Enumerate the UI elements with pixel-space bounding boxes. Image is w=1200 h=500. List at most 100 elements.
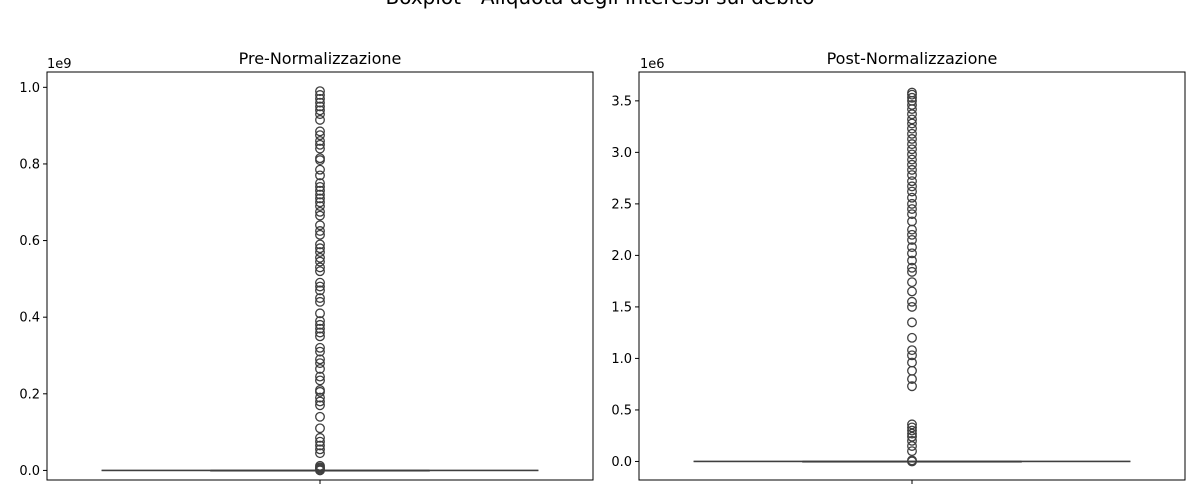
outlier-point bbox=[315, 86, 325, 97]
outlier-point bbox=[315, 400, 325, 411]
outlier-point bbox=[315, 201, 325, 212]
outlier-point bbox=[315, 136, 325, 146]
outlier-point bbox=[907, 100, 917, 110]
y-tick-label: 0.0 bbox=[611, 455, 632, 470]
axes-frame bbox=[638, 71, 1186, 481]
outlier-point bbox=[315, 130, 325, 141]
outlier-point bbox=[315, 448, 325, 459]
outlier-point bbox=[315, 316, 325, 326]
outlier-point bbox=[315, 308, 325, 319]
outlier-point bbox=[315, 363, 325, 374]
outlier-point bbox=[907, 118, 917, 129]
y-tick-label: 0.4 bbox=[19, 311, 40, 326]
outlier-point bbox=[315, 440, 325, 451]
outlier-point bbox=[315, 266, 325, 277]
outlier-point bbox=[315, 189, 325, 200]
outlier-point bbox=[315, 109, 325, 120]
outlier-point bbox=[907, 92, 917, 103]
outlier-point bbox=[315, 392, 325, 403]
outlier-point bbox=[315, 114, 325, 125]
outlier-point bbox=[315, 185, 325, 196]
y-tick-label: 1.5 bbox=[611, 300, 632, 315]
outlier-point bbox=[907, 425, 917, 436]
outlier-point bbox=[315, 178, 325, 189]
outlier-point bbox=[907, 255, 917, 266]
outlier-point bbox=[315, 105, 325, 116]
outlier-point bbox=[907, 419, 917, 430]
outlier-point bbox=[315, 327, 325, 338]
outlier-point bbox=[907, 441, 917, 451]
outlier-point bbox=[315, 375, 325, 386]
outlier-point bbox=[907, 234, 917, 245]
outlier-point bbox=[907, 262, 917, 273]
outlier-point bbox=[315, 277, 325, 288]
outlier-point bbox=[315, 371, 325, 382]
outlier-point bbox=[907, 170, 917, 180]
y-offset-label: 1e6 bbox=[640, 57, 665, 72]
outlier-point bbox=[315, 323, 325, 334]
outlier-point bbox=[315, 143, 325, 154]
outlier-point bbox=[907, 242, 917, 253]
outlier-point bbox=[315, 432, 325, 443]
outlier-point bbox=[315, 411, 325, 422]
outlier-point bbox=[315, 262, 325, 273]
outlier-point bbox=[907, 134, 917, 144]
axes-frame bbox=[46, 71, 594, 481]
outlier-point bbox=[315, 281, 325, 292]
y-tick-label: 0.2 bbox=[19, 387, 40, 402]
outlier-point bbox=[315, 354, 325, 365]
outlier-point bbox=[907, 350, 917, 361]
outlier-point bbox=[907, 114, 917, 125]
y-tick-label: 0.5 bbox=[611, 403, 632, 418]
outlier-point bbox=[315, 293, 325, 303]
outlier-point bbox=[907, 176, 917, 187]
outlier-point bbox=[907, 277, 917, 288]
panel-title: Post-Normalizzazione bbox=[827, 49, 998, 68]
y-tick-label: 0.6 bbox=[19, 234, 40, 249]
outlier-point bbox=[315, 423, 325, 434]
y-tick-label: 2.0 bbox=[611, 249, 632, 264]
outlier-point bbox=[907, 209, 917, 220]
y-tick-label: 1.0 bbox=[19, 81, 40, 96]
outlier-point bbox=[907, 365, 917, 376]
outlier-point bbox=[315, 226, 325, 236]
outlier-point bbox=[315, 206, 325, 217]
outlier-point bbox=[907, 128, 917, 139]
outlier-point bbox=[315, 220, 325, 231]
outlier-point bbox=[315, 256, 325, 267]
outlier-point bbox=[315, 101, 325, 112]
outlier-point bbox=[907, 286, 917, 297]
outlier-point bbox=[315, 181, 325, 192]
outlier-point bbox=[907, 345, 917, 356]
outlier-point bbox=[315, 296, 325, 307]
y-offset-label: 1e9 bbox=[47, 57, 72, 72]
outlier-point bbox=[907, 204, 917, 214]
y-tick-label: 3.0 bbox=[611, 146, 632, 161]
outlier-point bbox=[907, 455, 917, 466]
outlier-point bbox=[907, 186, 917, 197]
outlier-point bbox=[315, 436, 325, 447]
outlier-point bbox=[907, 248, 917, 259]
outlier-point bbox=[907, 422, 917, 433]
y-tick-label: 3.5 bbox=[611, 94, 632, 109]
outlier-point bbox=[907, 446, 917, 457]
outlier-point bbox=[907, 381, 917, 392]
outlier-point bbox=[315, 358, 325, 369]
outlier-point bbox=[315, 444, 325, 455]
outlier-point bbox=[315, 243, 325, 254]
figure-suptitle: Boxplot - Aliquota degli interessi sul d… bbox=[385, 0, 814, 9]
outlier-point bbox=[907, 224, 917, 235]
outlier-point bbox=[315, 170, 325, 181]
outlier-point bbox=[315, 229, 325, 240]
outlier-point bbox=[907, 144, 917, 155]
outlier-point bbox=[907, 109, 917, 120]
outlier-point bbox=[907, 159, 917, 170]
outlier-point bbox=[907, 296, 917, 307]
y-tick-label: 2.5 bbox=[611, 197, 632, 212]
panel-title: Pre-Normalizzazione bbox=[239, 49, 402, 68]
outlier-point bbox=[907, 216, 917, 227]
outlier-point bbox=[907, 164, 917, 175]
outlier-point bbox=[315, 97, 325, 108]
outlier-point bbox=[315, 193, 325, 204]
